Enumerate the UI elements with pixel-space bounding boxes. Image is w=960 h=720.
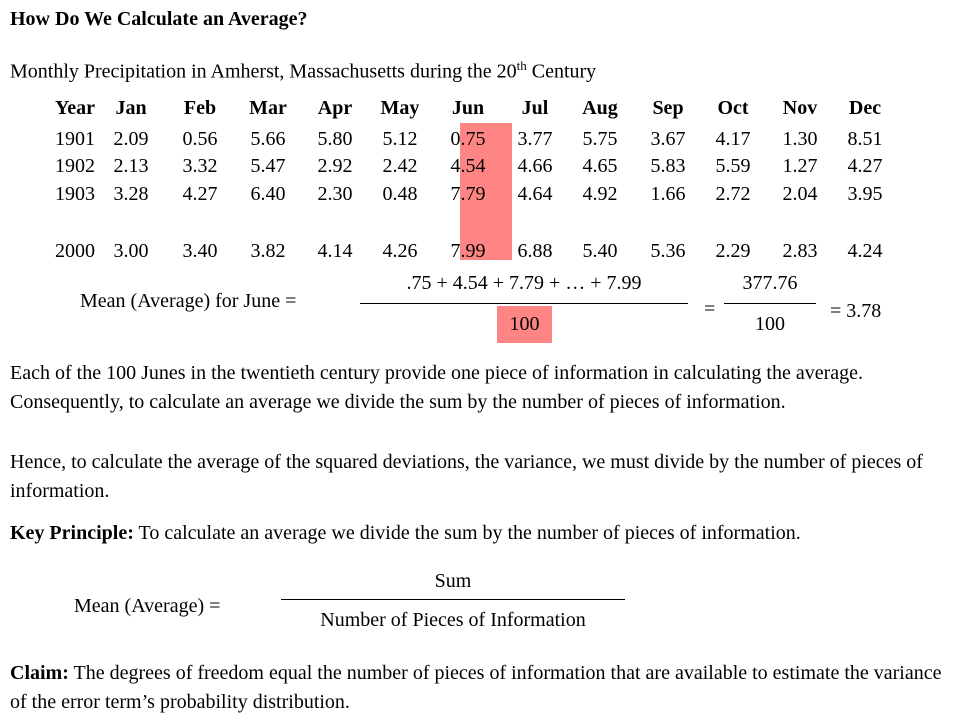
table-cell: 3.28 (113, 183, 149, 205)
explanation-paragraph-2: Hence, to calculate the average of the s… (10, 451, 923, 502)
column-header-feb: Feb (183, 97, 217, 119)
mean-formula-label: Mean (Average) = (74, 595, 221, 617)
equals-sign: = (704, 298, 716, 320)
table-cell: 5.36 (650, 240, 686, 262)
page-title: How Do We Calculate an Average? (10, 8, 308, 30)
table-cell: 5.47 (250, 155, 286, 177)
table-cell: 6.88 (517, 240, 553, 262)
column-header-jul: Jul (521, 97, 549, 119)
table-cell: 7.99 (450, 240, 486, 262)
claim: Claim: The degrees of freedom equal the … (10, 659, 955, 717)
key-principle: Key Principle: To calculate an average w… (10, 519, 955, 548)
mean-formula-denominator: Number of Pieces of Information (320, 609, 586, 631)
column-header-apr: Apr (317, 97, 353, 119)
table-cell: 1.30 (782, 128, 818, 150)
sum-denominator: 100 (755, 313, 785, 335)
mean-formula-bar (281, 599, 625, 600)
table-cell: 4.92 (582, 183, 618, 205)
explanation-paragraph-1: Each of the 100 Junes in the twentieth c… (10, 362, 864, 413)
table-cell: 4.65 (582, 155, 618, 177)
table-caption: Monthly Precipitation in Amherst, Massac… (10, 58, 596, 84)
table-cell: 2.29 (715, 240, 751, 262)
column-header-nov: Nov (782, 97, 818, 119)
column-header-jan: Jan (115, 97, 147, 119)
table-cell: 6.40 (250, 183, 286, 205)
denominator-highlight (497, 306, 552, 343)
sum-fraction-bar (724, 303, 816, 304)
table-cell: 4.54 (450, 155, 486, 177)
claim-text: The degrees of freedom equal the number … (10, 662, 942, 713)
table-cell: 2.72 (715, 183, 751, 205)
table-cell: 1.66 (650, 183, 686, 205)
june-mean-result: = 3.78 (830, 300, 882, 322)
table-cell: 5.83 (650, 155, 686, 177)
table-cell: 2.04 (782, 183, 818, 205)
key-principle-label: Key Principle: (10, 522, 134, 544)
table-cell: 0.48 (382, 183, 418, 205)
table-cell: 4.14 (317, 240, 353, 262)
claim-label: Claim: (10, 662, 69, 684)
mean-formula-numerator: Sum (434, 570, 472, 592)
table-cell: 7.79 (450, 183, 486, 205)
table-cell: 5.12 (382, 128, 418, 150)
table-cell: 4.64 (517, 183, 553, 205)
table-cell: 5.59 (715, 155, 751, 177)
table-cell: 4.24 (847, 240, 883, 262)
column-header-mar: Mar (249, 97, 287, 119)
table-cell: 4.27 (182, 183, 218, 205)
table-cell: 3.00 (113, 240, 149, 262)
table-cell: 1.27 (782, 155, 818, 177)
column-header-oct: Oct (717, 97, 749, 119)
june-fraction-bar (360, 303, 688, 304)
table-cell: 0.75 (450, 128, 486, 150)
column-header-year: Year (55, 97, 95, 119)
row-year: 1901 (55, 128, 95, 150)
table-cell: 3.67 (650, 128, 686, 150)
table-cell: 2.13 (113, 155, 149, 177)
table-cell: 2.83 (782, 240, 818, 262)
caption-superscript: th (516, 58, 527, 73)
table-cell: 3.77 (517, 128, 553, 150)
table-cell: 5.75 (582, 128, 618, 150)
table-cell: 2.42 (382, 155, 418, 177)
column-header-may: May (380, 97, 420, 119)
caption-text: Monthly Precipitation in Amherst, Massac… (10, 60, 517, 83)
table-cell: 5.40 (582, 240, 618, 262)
table-cell: 4.27 (847, 155, 883, 177)
column-header-aug: Aug (582, 97, 618, 119)
table-cell: 3.40 (182, 240, 218, 262)
row-year: 1902 (55, 155, 95, 177)
june-column-highlight (460, 123, 512, 260)
row-year: 2000 (55, 240, 95, 262)
june-mean-numerator: .75 + 4.54 + 7.79 + … + 7.99 (406, 272, 642, 294)
table-cell: 5.80 (317, 128, 353, 150)
june-mean-denominator: 100 (509, 313, 540, 335)
table-cell: 3.82 (250, 240, 286, 262)
key-principle-text: To calculate an average we divide the su… (133, 522, 801, 544)
table-cell: 8.51 (847, 128, 883, 150)
table-cell: 5.66 (250, 128, 286, 150)
table-cell: 4.66 (517, 155, 553, 177)
sum-numerator: 377.76 (742, 272, 798, 294)
column-header-jun: Jun (451, 97, 485, 119)
column-header-sep: Sep (652, 97, 684, 119)
row-year: 1903 (55, 183, 95, 205)
table-cell: 3.32 (182, 155, 218, 177)
table-cell: 2.92 (317, 155, 353, 177)
june-mean-label: Mean (Average) for June = (80, 290, 297, 312)
table-cell: 2.30 (317, 183, 353, 205)
table-cell: 0.56 (182, 128, 218, 150)
table-cell: 3.95 (847, 183, 883, 205)
table-cell: 2.09 (113, 128, 149, 150)
column-header-dec: Dec (848, 97, 882, 119)
caption-suffix: Century (526, 60, 597, 83)
table-cell: 4.26 (382, 240, 418, 262)
table-cell: 4.17 (715, 128, 751, 150)
